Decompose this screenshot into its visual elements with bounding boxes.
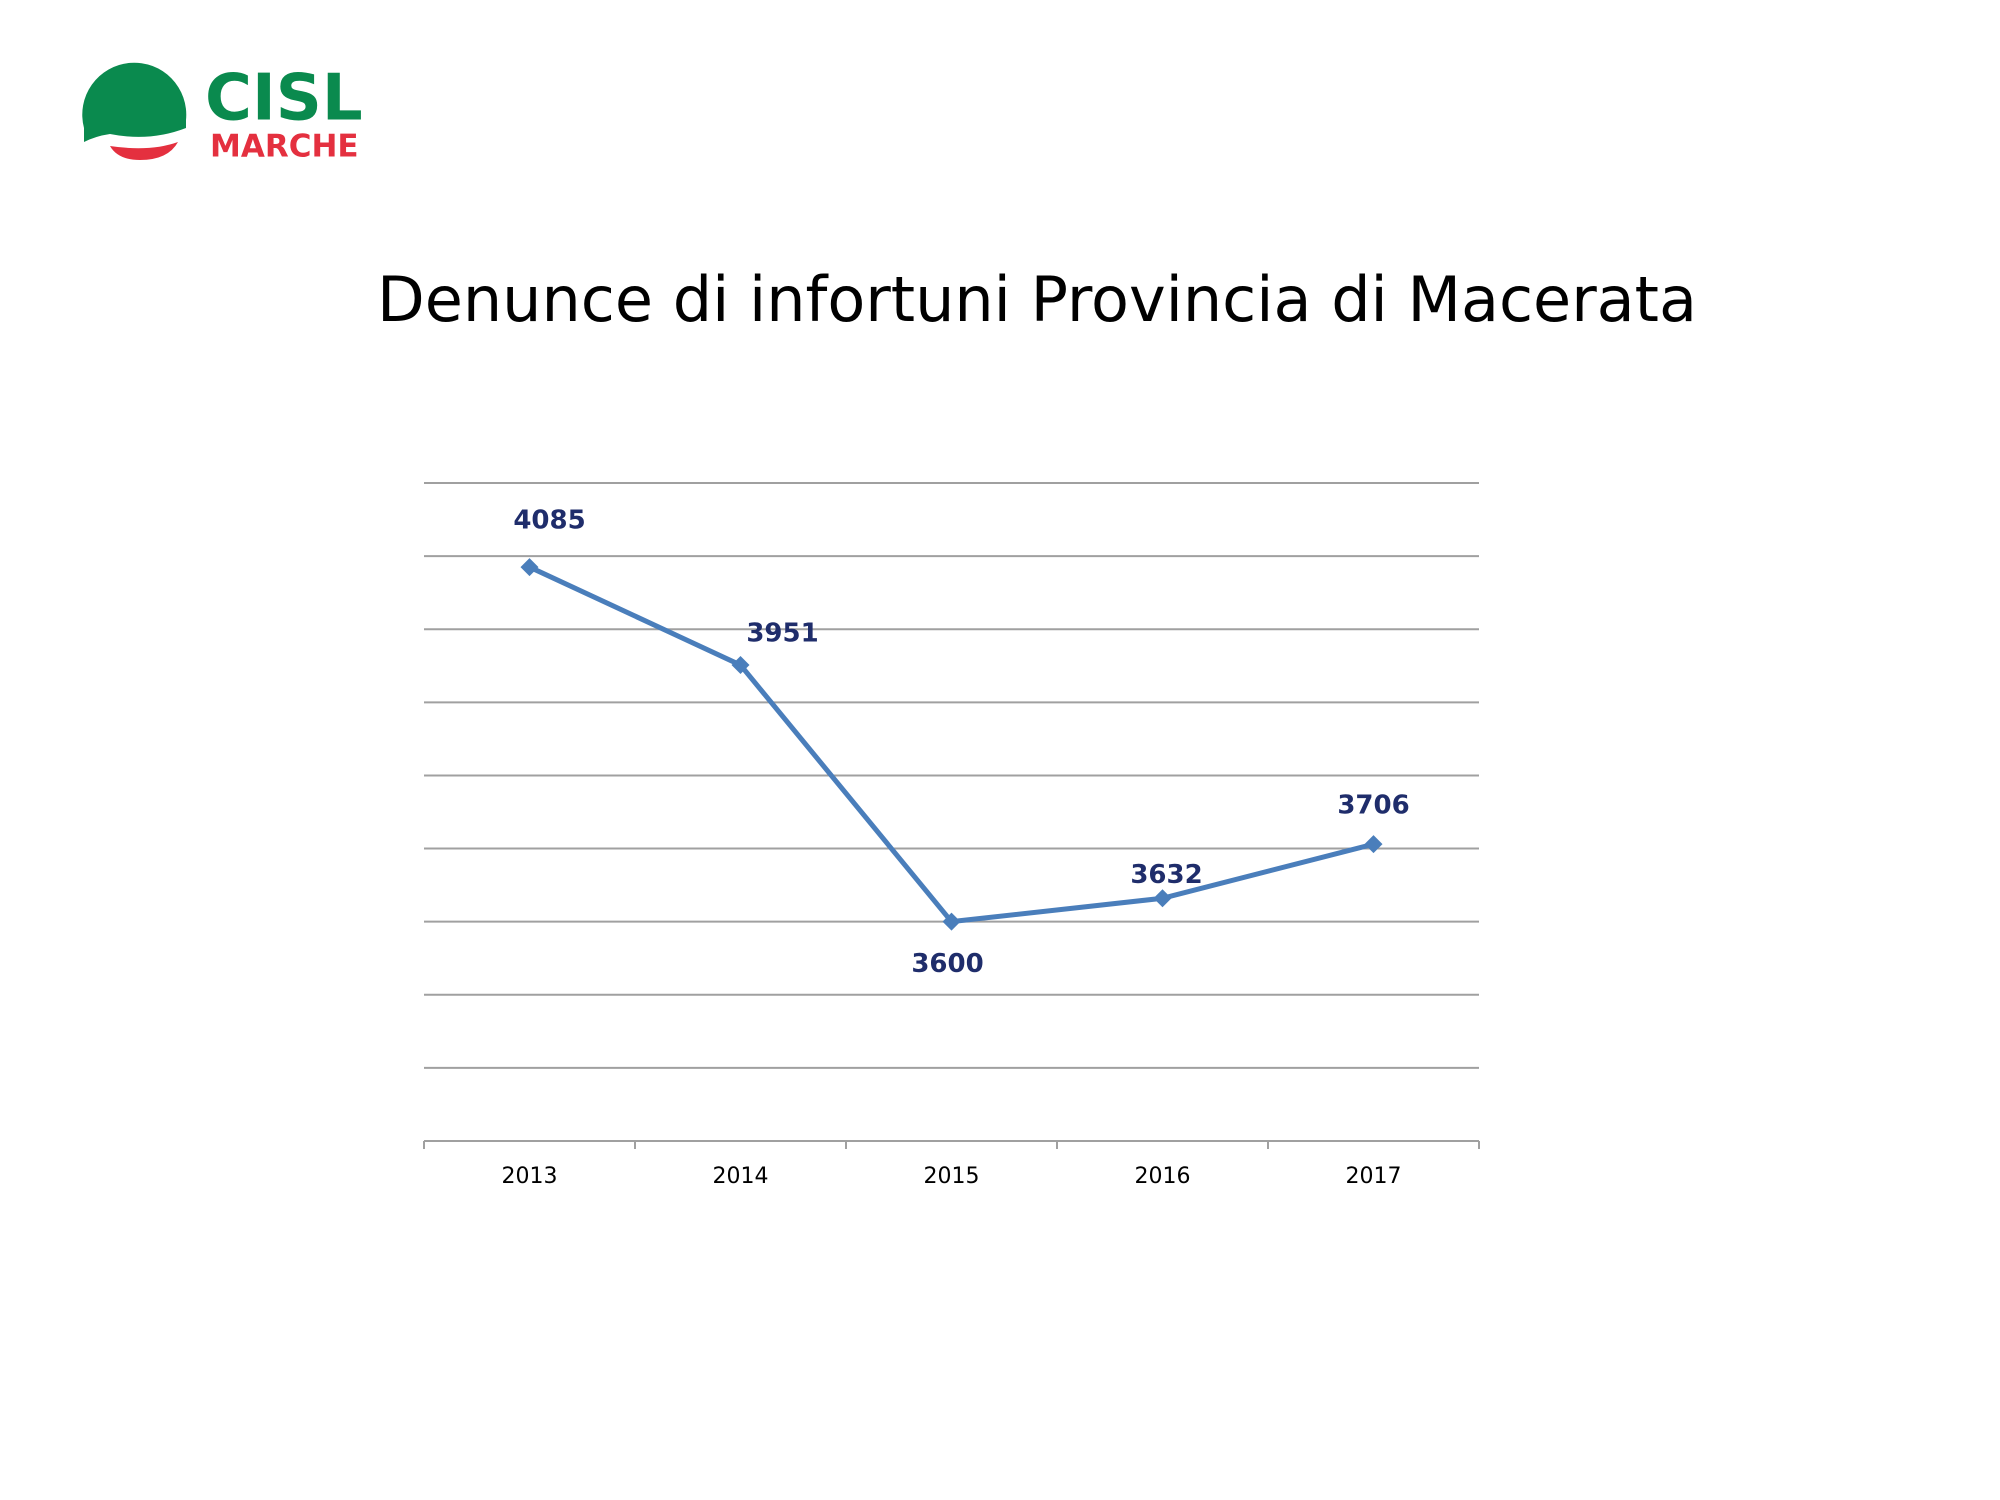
- marker: [520, 558, 539, 577]
- marker: [1364, 835, 1383, 854]
- chart-title: Denunce di infortuni Provincia di Macera…: [377, 263, 1697, 336]
- marker: [942, 912, 961, 931]
- data-label: 4085: [513, 506, 585, 536]
- logo-green: [82, 62, 187, 142]
- logo-name: CISL: [205, 62, 363, 136]
- data-label: 3632: [1130, 860, 1202, 890]
- data-label: 3706: [1337, 791, 1409, 821]
- x-tick-label: 2015: [924, 1164, 980, 1189]
- x-tick-label: 2017: [1346, 1164, 1402, 1189]
- logo-region: MARCHE: [210, 129, 359, 165]
- logo: CISL MARCHE: [82, 62, 363, 165]
- marker: [731, 656, 750, 675]
- x-tick-label: 2014: [713, 1164, 769, 1189]
- logo-red: [110, 142, 178, 160]
- x-tick-label: 2013: [502, 1164, 558, 1189]
- data-label: 3951: [746, 619, 818, 649]
- marker: [1153, 889, 1172, 908]
- line: [528, 564, 1375, 925]
- x-tick-label: 2016: [1135, 1164, 1191, 1189]
- data-label: 3600: [911, 949, 983, 979]
